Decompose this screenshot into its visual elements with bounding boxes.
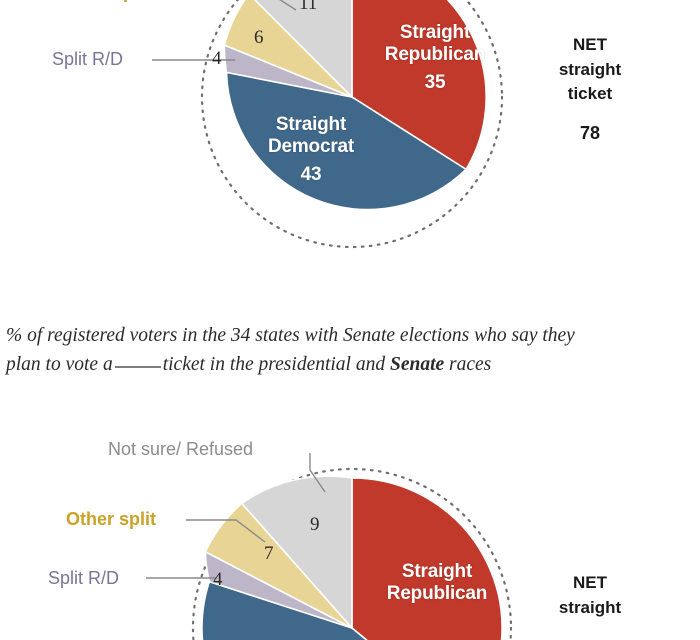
question-emphasis: Senate [389, 353, 445, 375]
chart-question-text: % of registered voters in the 34 states … [6, 322, 606, 380]
callout-split-rd-top: Split R/D [52, 49, 124, 69]
top-pie-graphic [152, 0, 504, 249]
net-line3: ticket [567, 84, 613, 104]
leader-line-other-split-bottom [186, 519, 266, 543]
value-other-split-top: 6 [254, 27, 264, 48]
value-not-sure-top: 11 [299, 0, 318, 14]
rep-line2: Republican [384, 43, 486, 65]
dem-value: 43 [300, 164, 322, 186]
slice-not-sure-refused [253, 0, 353, 99]
slice-other-split [223, 0, 353, 98]
callout-split-rd-bottom: Split R/D [48, 568, 120, 588]
blank-underline [114, 365, 161, 368]
label-straight-republican-top: Straight Republican 35 [360, 22, 510, 94]
question-part3: races [449, 353, 492, 375]
bottom-pie-chart: Not sure/ Refused Other split Split R/D … [0, 430, 700, 640]
label-straight-democrat-top: Straight Democrat 43 [237, 114, 385, 186]
net-value: 78 [579, 122, 601, 143]
net-straight-ring [200, 0, 504, 249]
dem-line1: Straight [275, 114, 347, 135]
question-part1: % of registered voters in the 34 states … [6, 325, 575, 375]
value-split-rd-bottom: 4 [213, 569, 223, 590]
question-part2: ticket in the presidential and [162, 353, 386, 375]
net-straight-ticket-top: NET straight ticket 78 [530, 33, 650, 146]
callout-other-split-top: Other split [60, 0, 150, 3]
value-not-sure-bottom: 9 [310, 514, 320, 535]
label-straight-republican-bottom: Straight Republican [362, 561, 512, 604]
bottom-pie-graphic [146, 453, 513, 640]
rep-value: 35 [424, 72, 446, 94]
value-split-rd-top: 4 [212, 48, 222, 69]
rep-line2-bottom: Republican [386, 582, 488, 604]
value-other-split-bottom: 7 [264, 543, 274, 564]
rep-line1: Straight [399, 22, 471, 43]
callout-other-split-bottom: Other split [66, 509, 157, 529]
slice-straight-republican-bottom [351, 477, 503, 640]
top-pie-chart: Other split Split R/D 11 6 4 Straight Re… [0, 0, 700, 252]
net-line2: straight [558, 59, 622, 79]
net-straight-ticket-bottom: NET straight [530, 571, 650, 620]
leader-line-other-split [279, 0, 297, 11]
slice-straight-republican [351, 0, 487, 171]
net-line1-bottom: NET [573, 573, 607, 592]
rep-line1-bottom: Straight [401, 561, 473, 582]
callout-not-sure-refused-bottom: Not sure/ Refused [108, 439, 254, 459]
net-line1: NET [573, 35, 607, 54]
net-line2-bottom: straight [558, 597, 622, 617]
slice-straight-democrat [225, 71, 468, 211]
leader-line-not-sure-bottom [309, 453, 326, 493]
net-straight-ring-bottom [191, 467, 513, 640]
slice-not-sure-refused-bottom [240, 475, 353, 631]
dem-line2: Democrat [267, 135, 355, 157]
